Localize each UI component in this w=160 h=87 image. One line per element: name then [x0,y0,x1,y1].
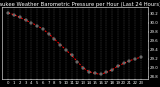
Title: Milwaukee Weather Barometric Pressure per Hour (Last 24 Hours): Milwaukee Weather Barometric Pressure pe… [0,2,160,7]
